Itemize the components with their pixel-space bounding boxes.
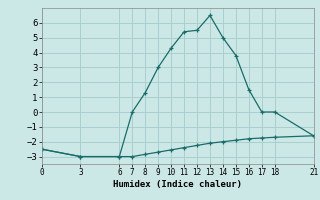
X-axis label: Humidex (Indice chaleur): Humidex (Indice chaleur)	[113, 180, 242, 189]
